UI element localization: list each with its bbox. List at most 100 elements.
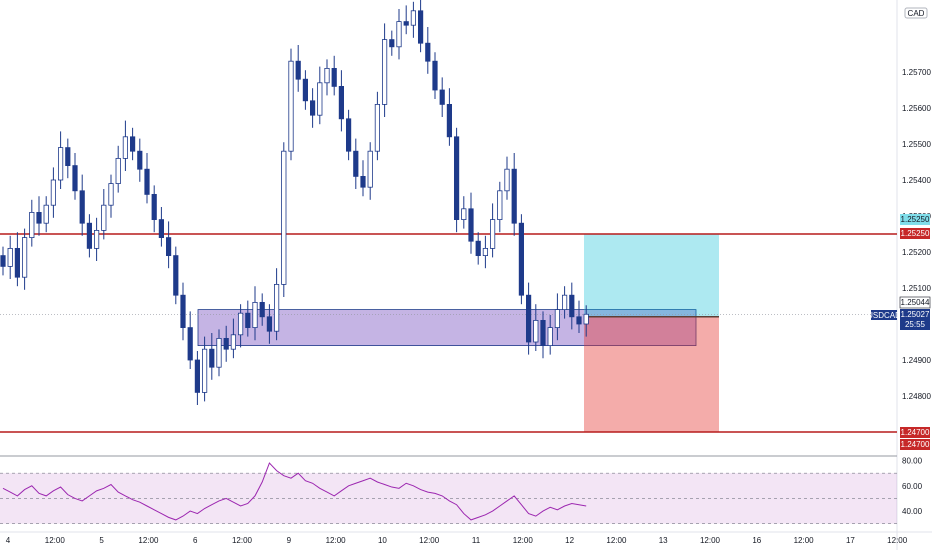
price-tick-label: 1.25700: [902, 68, 931, 77]
candle-body: [29, 211, 35, 238]
candle-body: [324, 68, 330, 84]
candle-body: [223, 337, 229, 350]
time-tick-label: 12:00: [45, 536, 66, 545]
time-tick-label: 12:00: [419, 536, 440, 545]
time-tick-label: 16: [752, 536, 761, 545]
candle-body: [173, 255, 179, 296]
candle-body: [144, 168, 150, 195]
candle-body: [331, 68, 337, 87]
candle-body: [482, 247, 489, 256]
price-tick-label: 1.25200: [902, 248, 931, 257]
candle-body: [58, 147, 64, 181]
candle-body: [43, 204, 49, 224]
candle-body: [540, 319, 546, 346]
candle-body: [273, 283, 280, 332]
lower-level-tag-bg-b: [900, 439, 930, 450]
candle-body: [417, 10, 424, 44]
price-tick-label: 1.25600: [902, 104, 931, 113]
candle-body: [0, 255, 6, 267]
candle-body: [216, 337, 222, 368]
time-tick-label: 12: [565, 536, 574, 545]
candle-body: [367, 150, 373, 188]
candle-body: [439, 89, 445, 105]
upper-level-tag-bg: [900, 228, 930, 239]
candle-body: [65, 147, 71, 167]
candle-body: [36, 211, 42, 224]
candle-body: [151, 193, 157, 220]
time-tick-label: 12:00: [513, 536, 534, 545]
time-tick-label: 12:00: [794, 536, 815, 545]
candle-body: [187, 327, 193, 361]
candle-body: [158, 219, 164, 239]
time-tick-label: 12:00: [887, 536, 908, 545]
symbol-label: USDCAD: [867, 311, 901, 320]
price-tick-label: 1.25500: [902, 140, 931, 149]
candle-body: [180, 294, 186, 329]
candle-body: [338, 86, 345, 120]
symbol-badge: [871, 310, 897, 320]
current-price-tag-bg: [900, 309, 930, 330]
candle-body: [410, 10, 417, 26]
candle-body: [7, 247, 13, 267]
candle-body: [288, 60, 294, 152]
candle-body: [122, 136, 128, 159]
candle-body: [569, 294, 575, 318]
lower-level-tag: 1.24700: [901, 428, 930, 437]
currency-badge: [904, 7, 928, 19]
candle-body: [526, 294, 532, 343]
candle-body: [353, 150, 359, 177]
candle-body: [230, 334, 236, 350]
rsi-tick-label: 80.00: [902, 457, 923, 466]
candle-body: [79, 190, 85, 224]
demand-zone-rect[interactable]: [197, 309, 697, 347]
candle-body: [165, 237, 172, 257]
candle-body: [547, 327, 553, 347]
candle-body: [425, 42, 431, 62]
candle-body: [101, 204, 107, 231]
candle-body: [576, 316, 582, 325]
stop-loss-area[interactable]: [584, 234, 719, 317]
lower-level-tag-bg: [900, 427, 930, 438]
candle-body: [129, 136, 136, 152]
price-tick-label: 1.25400: [902, 176, 931, 185]
time-tick-label: 11: [472, 536, 481, 545]
take-profit-area[interactable]: [584, 316, 719, 432]
candle-body: [554, 309, 561, 329]
upper-level-tag: 1.25250: [901, 229, 930, 238]
currency-label: CAD: [908, 9, 925, 18]
time-tick-label: 12:00: [138, 536, 159, 545]
candle-body: [475, 240, 481, 256]
candle-body: [266, 316, 273, 332]
rsi-tick-label: 60.00: [902, 482, 923, 491]
rsi-line: [2, 462, 587, 521]
time-tick-label: 9: [287, 536, 292, 545]
rsi-tick-label: 40.00: [902, 507, 923, 516]
candle-body: [302, 78, 309, 102]
upper-level-tag-a: 1.25250: [901, 215, 930, 224]
candle-body: [562, 294, 568, 311]
candle-body: [533, 319, 539, 343]
candle-body: [432, 60, 438, 91]
current-price-tag: 1.25027: [901, 310, 930, 319]
candle-body: [252, 301, 258, 328]
last-high-tag-bg: [899, 296, 931, 309]
candle-body: [497, 190, 503, 221]
candle-body: [309, 100, 316, 116]
candle-body: [381, 39, 388, 105]
candle-body: [237, 312, 244, 336]
time-tick-label: 13: [659, 536, 668, 545]
candle-body: [389, 39, 395, 48]
candle-body: [295, 60, 301, 80]
candle-body: [504, 168, 510, 192]
candle-body: [453, 136, 460, 221]
candle-body: [72, 165, 78, 192]
price-tick-label: 1.25100: [902, 284, 931, 293]
candle-body: [446, 104, 453, 138]
candle-body: [86, 222, 92, 249]
target-tag-bg: [900, 214, 930, 225]
candle-body: [194, 359, 200, 393]
price-tick-label: 1.24800: [902, 392, 931, 401]
time-tick-label: 17: [846, 536, 855, 545]
